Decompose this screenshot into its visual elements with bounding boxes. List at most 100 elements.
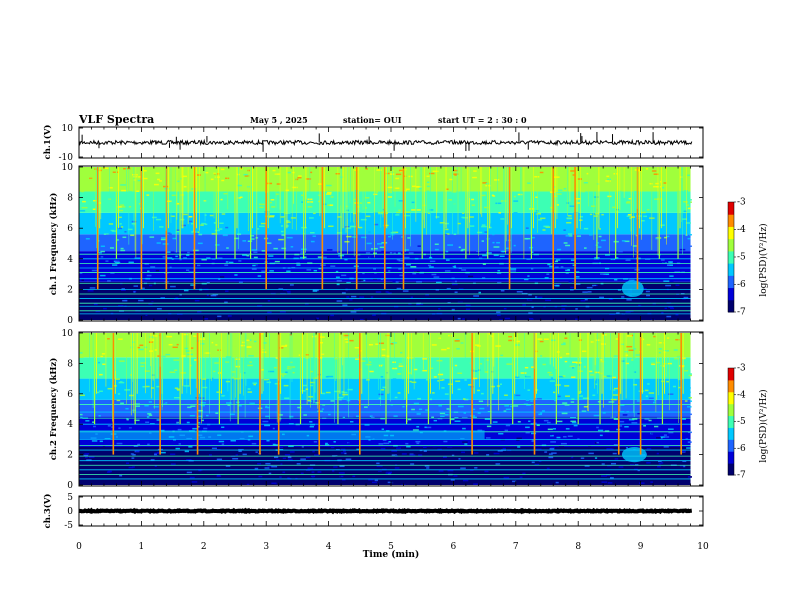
spectrogram-cell xyxy=(170,297,175,299)
spectrogram-cell xyxy=(449,178,453,181)
spectrogram-cell xyxy=(643,433,647,436)
spectrogram-cell xyxy=(533,317,536,319)
spectrogram-cell xyxy=(472,465,476,467)
spectrogram-cell xyxy=(87,395,91,398)
spectrogram-cell xyxy=(674,271,681,273)
spectrogram-cell xyxy=(439,222,445,224)
spectrogram-cell xyxy=(312,450,315,453)
spectrogram-cell xyxy=(628,245,635,247)
spectrogram-cell xyxy=(672,385,676,388)
spectrogram-cell xyxy=(504,394,508,397)
spectrogram-cell xyxy=(250,235,255,237)
spectrogram-cell xyxy=(176,422,179,424)
colorbar-step xyxy=(728,214,734,227)
spectrogram-cell xyxy=(330,400,335,402)
spectrogram-cell xyxy=(136,246,140,249)
spectrogram-cell xyxy=(296,264,301,266)
spectrogram-cell xyxy=(210,178,214,181)
start-ut-text: start UT = 2 : 30 : 0 xyxy=(438,115,527,125)
spectrogram-cell xyxy=(482,182,488,184)
spectrogram-cell xyxy=(190,405,196,407)
spectrogram-cell xyxy=(458,235,463,237)
spectrogram-cell xyxy=(369,415,373,418)
spectrogram-cell xyxy=(416,413,421,415)
spectrogram-cell xyxy=(621,231,624,233)
spectrogram-cell xyxy=(336,457,341,460)
spectrogram-cell xyxy=(269,175,276,178)
spectrogram-cell xyxy=(647,428,652,431)
spectrogram-cell xyxy=(171,194,178,197)
spectrogram-cell xyxy=(669,275,674,277)
spectrogram-cell xyxy=(262,420,269,423)
spectrogram-cell xyxy=(526,404,531,406)
spectrogram-cell xyxy=(686,454,691,457)
spectrogram-cell xyxy=(420,303,424,305)
spectrogram-cell xyxy=(575,318,580,320)
spectrogram-cell xyxy=(628,197,632,200)
spectrogram-cell xyxy=(287,292,291,294)
spectrogram-cell xyxy=(422,484,426,485)
spectrogram-cell xyxy=(631,422,638,424)
spectrogram-cell xyxy=(423,450,427,452)
spectrogram-cell xyxy=(446,408,450,410)
spectrogram-cell xyxy=(686,204,690,206)
spectrogram-cell xyxy=(373,252,378,254)
spectrogram-cell xyxy=(358,308,363,310)
spectrogram-cell xyxy=(399,240,402,243)
spectrogram-cell xyxy=(107,396,112,398)
spectrogram-cell xyxy=(574,393,580,396)
spectrogram-cell xyxy=(517,193,523,196)
spectrogram-cell xyxy=(114,184,121,186)
spectrogram-cell xyxy=(290,361,293,364)
spectrogram-cell xyxy=(441,180,444,183)
spectrogram-cell xyxy=(344,240,350,243)
spectrogram-cell xyxy=(275,310,280,313)
spectrogram-cell xyxy=(445,259,450,261)
spectrogram-cell xyxy=(291,199,297,202)
spectrogram-cell xyxy=(353,308,360,311)
spectrogram-cell xyxy=(658,181,662,183)
spectrogram-cell xyxy=(98,361,101,364)
spectrogram-cell xyxy=(369,179,374,181)
spectrogram-cell xyxy=(632,245,638,247)
spectrogram-layer xyxy=(79,357,691,379)
spectrogram-cell xyxy=(321,408,324,410)
spectrogram-cell xyxy=(435,216,440,218)
spectrogram-cell xyxy=(600,359,603,361)
spectrogram-cell xyxy=(479,363,483,365)
spectrogram-cell xyxy=(461,269,467,271)
spectrogram-cell xyxy=(418,454,423,456)
spectrogram-cell xyxy=(155,269,160,272)
spectrogram-cell xyxy=(544,451,548,453)
spectrogram-cell xyxy=(553,308,559,310)
ch1-spectrogram-ylabel: ch.1 Frequency (kHz) xyxy=(48,193,59,296)
spectrogram-cell xyxy=(409,380,412,383)
spectrogram-cell xyxy=(530,239,537,241)
spectrogram-cell xyxy=(597,246,602,248)
spectrogram-cell xyxy=(224,383,230,385)
spectrogram-cell xyxy=(394,396,398,399)
spectrogram-cell xyxy=(583,182,588,184)
spectrogram-cell xyxy=(96,391,100,394)
spectrogram-cell xyxy=(117,338,123,340)
spectrogram-cell xyxy=(452,169,459,172)
spectrogram-cell xyxy=(100,291,103,293)
spectrogram-cell xyxy=(584,367,590,370)
spectrogram-cell xyxy=(550,377,554,379)
spectrogram-cell xyxy=(146,307,150,309)
spectrogram-cell xyxy=(83,345,87,347)
spectrogram-cell xyxy=(565,180,569,182)
spectrogram-cell xyxy=(161,237,166,239)
spectrogram-cell xyxy=(377,413,381,415)
spectrogram-cell xyxy=(621,240,626,242)
spectrogram-cell xyxy=(643,334,647,337)
spectrogram-cell xyxy=(409,454,416,456)
spectrogram-cell xyxy=(356,171,360,173)
spectrogram-cell xyxy=(571,181,575,183)
spectrogram-cell xyxy=(432,170,439,173)
spectrogram-cell xyxy=(580,457,585,459)
spectrogram-cell xyxy=(564,170,568,172)
spectrogram-cell xyxy=(481,313,485,316)
spectrogram-cell xyxy=(276,459,280,461)
spectrogram-cell xyxy=(606,269,611,271)
